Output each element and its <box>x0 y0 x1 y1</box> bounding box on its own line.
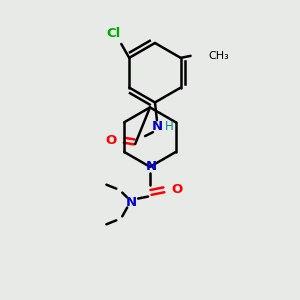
Text: CH₃: CH₃ <box>208 51 229 61</box>
Text: N: N <box>146 160 157 173</box>
Text: N: N <box>126 196 137 209</box>
Text: O: O <box>171 183 182 196</box>
Text: O: O <box>106 134 117 147</box>
Text: H: H <box>164 120 173 133</box>
Text: Cl: Cl <box>106 27 121 40</box>
Text: N: N <box>152 120 163 133</box>
